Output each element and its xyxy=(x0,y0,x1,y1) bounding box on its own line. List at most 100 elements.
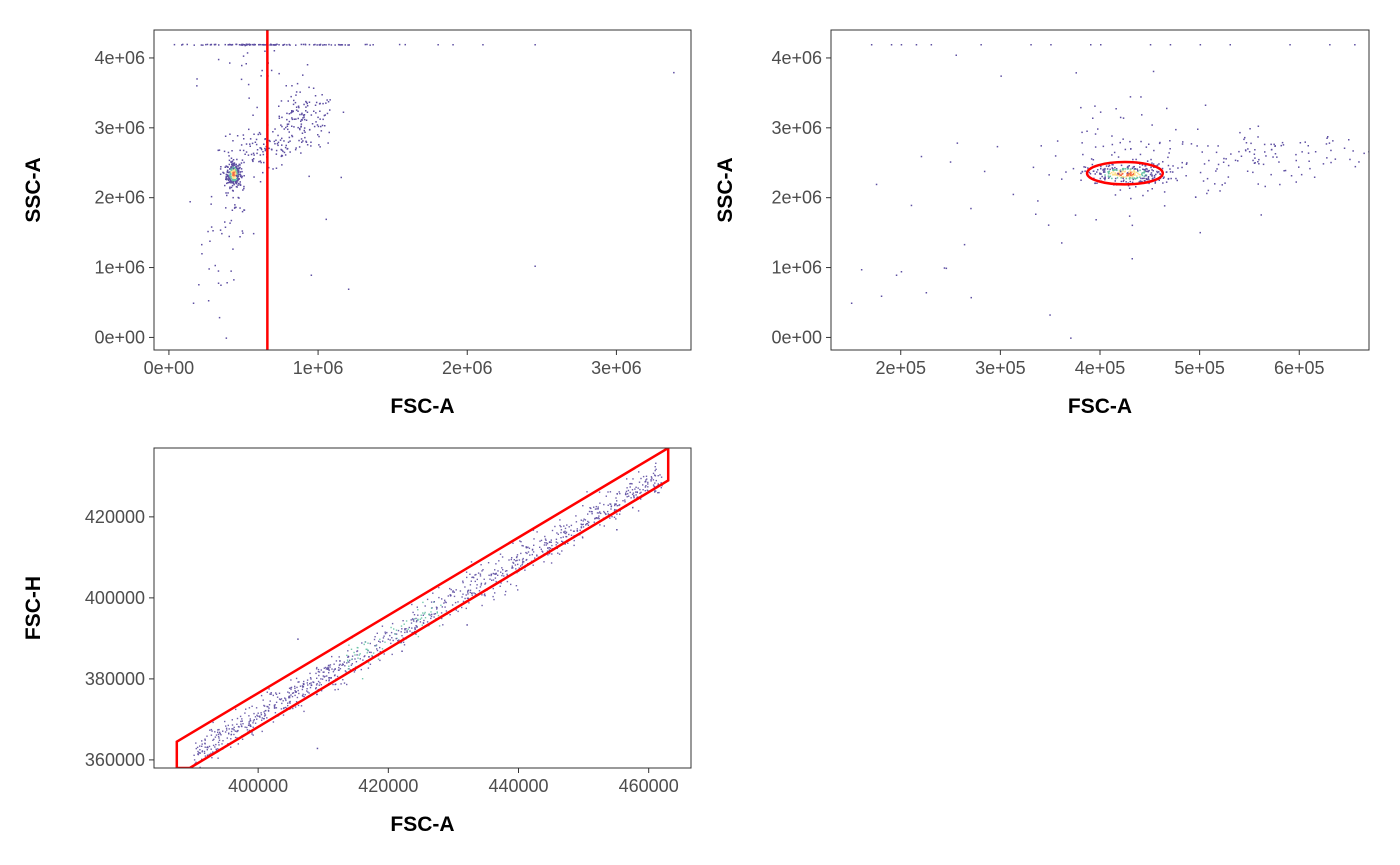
event-point xyxy=(1152,170,1154,172)
event-point xyxy=(243,209,246,211)
event-point xyxy=(209,44,212,46)
event-point xyxy=(236,737,238,739)
event-point xyxy=(626,478,628,480)
event-point xyxy=(1348,139,1350,141)
event-point xyxy=(236,167,238,169)
event-point xyxy=(319,118,321,120)
event-point xyxy=(342,111,345,113)
event-point xyxy=(1145,175,1147,177)
event-point xyxy=(582,526,585,528)
event-point xyxy=(534,44,536,46)
event-point xyxy=(225,175,228,178)
event-point xyxy=(545,542,548,544)
event-point xyxy=(1135,186,1137,188)
event-point xyxy=(1245,142,1248,144)
event-point xyxy=(283,43,286,46)
event-point xyxy=(514,564,517,566)
event-point xyxy=(337,43,340,46)
event-point xyxy=(254,141,257,143)
event-point xyxy=(629,483,631,485)
event-point xyxy=(293,99,295,102)
event-point xyxy=(290,95,292,98)
event-point xyxy=(633,495,635,498)
event-point xyxy=(274,707,276,709)
event-point xyxy=(638,471,640,473)
event-point xyxy=(279,139,282,141)
event-point xyxy=(297,117,299,120)
event-point xyxy=(430,615,433,618)
event-point xyxy=(1290,175,1293,177)
event-point xyxy=(199,752,201,754)
event-point xyxy=(1134,173,1136,175)
event-point xyxy=(1100,168,1102,170)
event-point xyxy=(563,532,566,534)
event-point xyxy=(1143,168,1145,171)
event-point xyxy=(411,627,413,629)
event-point xyxy=(195,761,197,763)
event-point xyxy=(423,619,425,622)
event-point xyxy=(565,532,567,535)
event-point xyxy=(208,268,210,270)
event-point xyxy=(284,698,287,700)
event-point xyxy=(910,204,913,207)
event-point xyxy=(1135,177,1138,179)
event-point xyxy=(215,743,217,746)
event-point xyxy=(400,641,403,644)
event-point xyxy=(288,120,291,123)
event-point xyxy=(1163,191,1166,193)
event-point xyxy=(210,226,213,228)
event-point xyxy=(1254,157,1256,159)
event-point xyxy=(224,720,226,723)
event-point xyxy=(300,120,302,122)
event-point xyxy=(264,714,267,716)
event-point xyxy=(512,542,514,544)
event-point xyxy=(471,592,473,595)
event-point xyxy=(282,700,284,702)
event-point xyxy=(518,559,521,561)
event-point xyxy=(518,567,520,569)
event-point xyxy=(584,519,587,521)
event-point xyxy=(1130,148,1132,150)
event-point xyxy=(532,551,535,553)
event-point xyxy=(289,695,291,697)
event-point xyxy=(410,622,413,624)
event-point xyxy=(1130,197,1132,200)
event-point xyxy=(230,177,233,179)
event-point xyxy=(1172,165,1174,167)
event-point xyxy=(1202,180,1205,182)
event-point xyxy=(511,565,513,567)
event-point xyxy=(284,706,287,709)
event-point xyxy=(344,44,346,46)
event-point xyxy=(1107,171,1110,174)
event-point xyxy=(230,270,232,272)
event-point xyxy=(333,669,335,671)
event-point xyxy=(236,158,238,161)
event-point xyxy=(314,95,317,97)
event-point xyxy=(475,587,478,589)
event-point xyxy=(246,52,249,54)
event-point xyxy=(182,43,184,46)
event-point xyxy=(239,715,242,718)
event-point xyxy=(320,669,322,671)
event-point xyxy=(900,44,903,46)
event-point xyxy=(317,671,320,673)
event-point xyxy=(234,181,237,184)
event-point xyxy=(309,686,312,689)
event-point xyxy=(258,160,260,163)
event-point xyxy=(452,591,454,593)
event-point xyxy=(233,164,235,166)
event-point xyxy=(281,164,283,166)
event-point xyxy=(1154,182,1156,184)
event-point xyxy=(449,587,451,590)
event-point xyxy=(262,151,264,153)
event-point xyxy=(237,178,239,181)
event-point xyxy=(1369,157,1371,159)
event-point xyxy=(212,230,214,232)
event-point xyxy=(1227,164,1230,167)
event-point xyxy=(1326,137,1328,139)
event-point xyxy=(228,728,230,730)
event-point xyxy=(1214,183,1216,185)
event-point xyxy=(238,167,240,169)
event-point xyxy=(300,43,303,46)
event-point xyxy=(546,542,549,545)
